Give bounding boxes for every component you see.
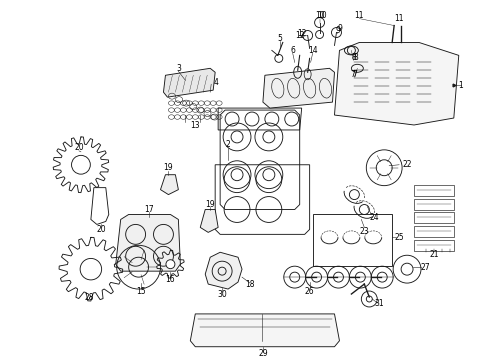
Text: 8: 8 bbox=[354, 53, 359, 62]
Text: 9: 9 bbox=[337, 24, 342, 33]
Text: 14: 14 bbox=[308, 46, 318, 55]
Text: 11: 11 bbox=[355, 11, 364, 20]
Text: 16: 16 bbox=[166, 275, 175, 284]
Text: 22: 22 bbox=[402, 160, 412, 169]
Text: 7: 7 bbox=[352, 70, 357, 79]
Text: 10: 10 bbox=[317, 11, 326, 20]
Text: 20: 20 bbox=[74, 143, 84, 152]
Text: 29: 29 bbox=[258, 349, 268, 358]
Text: 25: 25 bbox=[394, 233, 404, 242]
Text: 13: 13 bbox=[191, 121, 200, 130]
Text: 30: 30 bbox=[217, 289, 227, 298]
Text: 21: 21 bbox=[429, 250, 439, 259]
Text: 2: 2 bbox=[226, 140, 230, 149]
Polygon shape bbox=[161, 175, 178, 195]
Text: 31: 31 bbox=[374, 300, 384, 309]
Text: 24: 24 bbox=[369, 213, 379, 222]
Circle shape bbox=[80, 258, 101, 280]
Text: 7: 7 bbox=[350, 70, 355, 79]
Circle shape bbox=[166, 260, 175, 269]
Polygon shape bbox=[190, 314, 340, 347]
Polygon shape bbox=[205, 252, 242, 289]
Text: 8: 8 bbox=[351, 53, 356, 62]
Polygon shape bbox=[200, 210, 218, 232]
Text: 3: 3 bbox=[176, 64, 181, 73]
Text: 5: 5 bbox=[277, 34, 282, 43]
Text: 19: 19 bbox=[205, 200, 215, 209]
Text: 12: 12 bbox=[295, 31, 304, 40]
Text: 27: 27 bbox=[420, 263, 430, 272]
Text: 23: 23 bbox=[360, 227, 369, 236]
Text: 1: 1 bbox=[459, 81, 463, 90]
Text: 19: 19 bbox=[164, 163, 173, 172]
Polygon shape bbox=[263, 68, 335, 108]
Text: 15: 15 bbox=[136, 287, 146, 296]
Text: 26: 26 bbox=[305, 287, 315, 296]
Polygon shape bbox=[335, 42, 459, 125]
Text: 9: 9 bbox=[335, 26, 340, 35]
Text: 20: 20 bbox=[96, 225, 106, 234]
Text: 4: 4 bbox=[214, 78, 219, 87]
Polygon shape bbox=[164, 68, 215, 97]
Text: 6: 6 bbox=[290, 46, 295, 55]
Polygon shape bbox=[116, 215, 180, 271]
Text: 17: 17 bbox=[144, 205, 153, 214]
Text: 11: 11 bbox=[394, 14, 404, 23]
Text: 18: 18 bbox=[245, 280, 255, 289]
Text: 10: 10 bbox=[315, 11, 324, 20]
Circle shape bbox=[72, 156, 90, 174]
Text: 28: 28 bbox=[84, 293, 94, 302]
Text: 12: 12 bbox=[297, 29, 306, 38]
